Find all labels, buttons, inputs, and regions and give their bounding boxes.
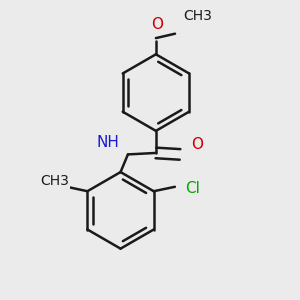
Text: CH3: CH3: [183, 9, 212, 23]
Text: CH3: CH3: [40, 174, 69, 188]
Text: O: O: [190, 136, 202, 152]
Text: Cl: Cl: [185, 182, 200, 196]
Text: NH: NH: [96, 135, 119, 150]
Text: O: O: [152, 17, 164, 32]
